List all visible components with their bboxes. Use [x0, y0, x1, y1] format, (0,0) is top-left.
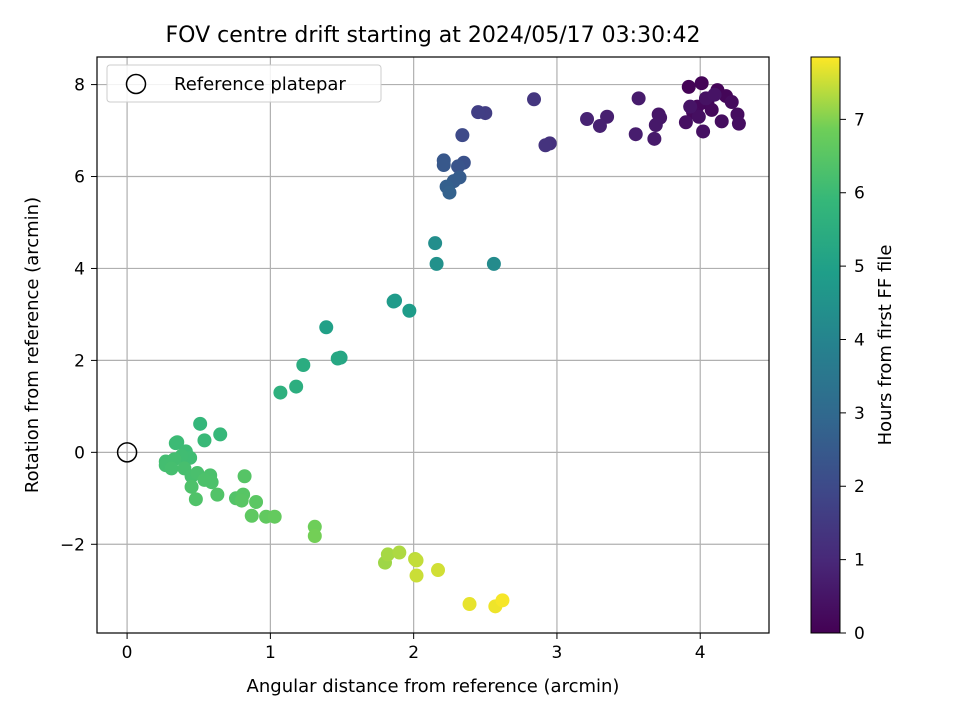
y-axis-ticks: −2 0 2 4 6 8: [60, 76, 97, 555]
y-tick-label: −2: [60, 535, 85, 555]
legend-entry-reference: Reference platepar: [174, 74, 346, 95]
x-tick-label: 2: [408, 643, 419, 663]
colorbar-tick-label: 4: [854, 330, 865, 350]
data-point: [714, 114, 729, 129]
legend: Reference platepar: [106, 64, 382, 103]
data-point: [429, 256, 444, 271]
y-tick-label: 4: [74, 259, 85, 279]
data-point: [527, 92, 542, 107]
data-point: [678, 115, 693, 130]
legend-marker-icon: [125, 73, 147, 95]
data-point: [681, 79, 696, 94]
data-point: [486, 256, 501, 271]
data-point: [249, 494, 264, 509]
data-point: [580, 112, 595, 127]
colorbar: 0 1 2 3 4 5 6 7 Hours from first FF file: [810, 56, 896, 644]
data-point: [210, 487, 225, 502]
data-point: [628, 127, 643, 142]
data-point: [164, 461, 179, 476]
data-point: [380, 547, 395, 562]
colorbar-tick-label: 2: [854, 477, 865, 497]
data-point: [592, 118, 607, 133]
data-point: [392, 545, 407, 560]
x-axis-label: Angular distance from reference (arcmin): [247, 676, 620, 697]
data-point: [197, 472, 212, 487]
data-point: [683, 99, 698, 114]
data-point: [237, 469, 252, 484]
data-point: [436, 158, 451, 173]
data-point: [267, 509, 282, 524]
data-point: [647, 131, 662, 146]
data-point: [648, 118, 663, 133]
grid: [97, 57, 769, 633]
data-point: [296, 357, 311, 372]
plot-frame: [96, 56, 770, 634]
data-point: [213, 427, 228, 442]
y-tick-label: 8: [74, 76, 85, 96]
colorbar-tick-label: 7: [854, 110, 865, 130]
data-point: [462, 597, 477, 612]
colorbar-tick-label: 1: [854, 551, 865, 571]
data-point: [289, 379, 304, 394]
data-point: [409, 568, 424, 583]
data-point: [538, 138, 553, 153]
data-point: [244, 508, 259, 523]
data-point: [402, 303, 417, 318]
data-point: [319, 320, 334, 335]
data-point: [707, 87, 722, 102]
data-point: [451, 159, 466, 174]
x-axis-ticks: 0 1 2 3 4: [122, 633, 706, 663]
data-point: [471, 105, 486, 120]
data-point: [694, 76, 709, 91]
data-points: [158, 76, 746, 614]
data-point: [386, 294, 401, 309]
colorbar-tick-label: 6: [854, 184, 865, 204]
data-point: [197, 433, 212, 448]
colorbar-tick-label: 5: [854, 257, 865, 277]
data-point: [184, 479, 199, 494]
chart-title: FOV centre drift starting at 2024/05/17 …: [166, 23, 701, 48]
data-point: [691, 109, 706, 124]
colorbar-tick-label: 3: [854, 404, 865, 424]
data-point: [442, 185, 457, 200]
data-point: [307, 529, 322, 544]
data-point: [188, 492, 203, 507]
data-point: [696, 124, 711, 139]
data-point: [431, 563, 446, 578]
colorbar-ticks: 0 1 2 3 4 5 6 7: [840, 110, 865, 644]
x-tick-label: 0: [122, 643, 133, 663]
x-tick-label: 1: [265, 643, 276, 663]
legend-box: [106, 64, 382, 103]
y-tick-label: 2: [74, 351, 85, 371]
y-axis-label: Rotation from reference (arcmin): [22, 197, 43, 493]
data-point: [631, 91, 646, 106]
colorbar-tick-label: 0: [854, 624, 865, 644]
reference-platepar-marker: [116, 442, 138, 463]
data-point: [330, 351, 345, 366]
data-point: [704, 102, 719, 117]
colorbar-label: Hours from first FF file: [875, 245, 896, 446]
data-point: [495, 593, 510, 608]
colorbar-gradient: [810, 56, 841, 634]
data-point: [409, 553, 424, 568]
x-tick-label: 4: [695, 643, 706, 663]
data-point: [234, 493, 249, 508]
data-point: [428, 236, 443, 251]
data-point: [455, 128, 470, 143]
data-point: [273, 385, 288, 400]
y-tick-label: 6: [74, 168, 85, 188]
data-point: [724, 95, 739, 110]
data-point: [193, 416, 208, 431]
x-tick-label: 3: [552, 643, 563, 663]
data-point: [168, 436, 183, 451]
y-tick-label: 0: [74, 443, 85, 463]
data-point: [731, 116, 746, 131]
